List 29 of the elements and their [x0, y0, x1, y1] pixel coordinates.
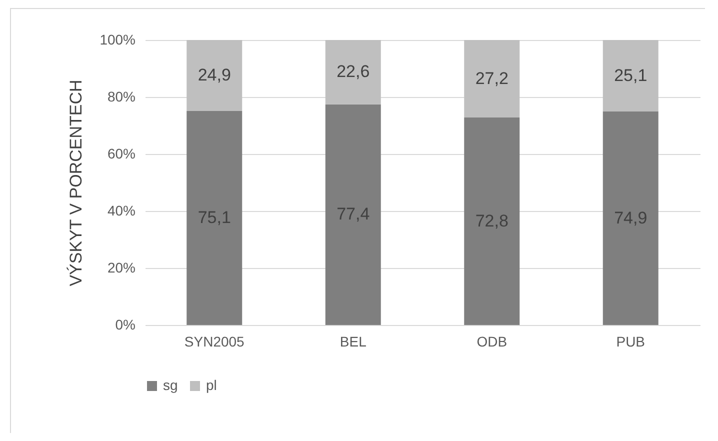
y-tick-label: 60% — [107, 146, 136, 162]
x-tick-label: SYN2005 — [184, 334, 245, 350]
data-label: 24,9 — [198, 65, 231, 84]
y-axis-title: VÝSKYT V PORCENTECH — [66, 80, 86, 286]
data-label: 25,1 — [614, 66, 648, 85]
bar — [464, 118, 520, 325]
y-tick-label: 0% — [115, 316, 136, 332]
data-label: 72,8 — [475, 211, 508, 230]
x-tick-label: ODB — [476, 334, 508, 350]
data-label: 27,2 — [475, 68, 508, 88]
bar — [464, 40, 520, 118]
data-label: 77,4 — [336, 204, 370, 224]
y-tick-label: 40% — [107, 202, 136, 218]
bar — [186, 40, 242, 111]
y-tick-label: 20% — [107, 260, 136, 276]
bar — [186, 110, 242, 325]
bar — [602, 112, 658, 325]
legend-label: sg — [163, 377, 178, 393]
legend-label: pl — [206, 377, 217, 393]
data-label: 74,9 — [614, 208, 648, 228]
bar — [325, 40, 381, 104]
y-tick-label: 100% — [100, 32, 136, 48]
data-label: 75,1 — [198, 208, 231, 227]
x-tick-label: BEL — [340, 334, 367, 350]
bar — [602, 40, 658, 112]
data-label: 22,6 — [336, 62, 370, 82]
bar — [325, 104, 381, 325]
y-tick-label: 80% — [107, 88, 136, 104]
x-tick-label: PUB — [616, 334, 646, 350]
